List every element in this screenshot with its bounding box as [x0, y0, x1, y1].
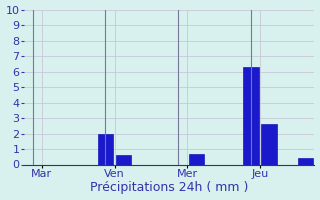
Bar [243, 67, 259, 164]
Bar [261, 124, 277, 164]
X-axis label: Précipitations 24h ( mm ): Précipitations 24h ( mm ) [90, 181, 248, 194]
Bar [116, 155, 132, 164]
Bar [98, 134, 113, 164]
Bar [298, 158, 313, 164]
Bar [188, 154, 204, 164]
